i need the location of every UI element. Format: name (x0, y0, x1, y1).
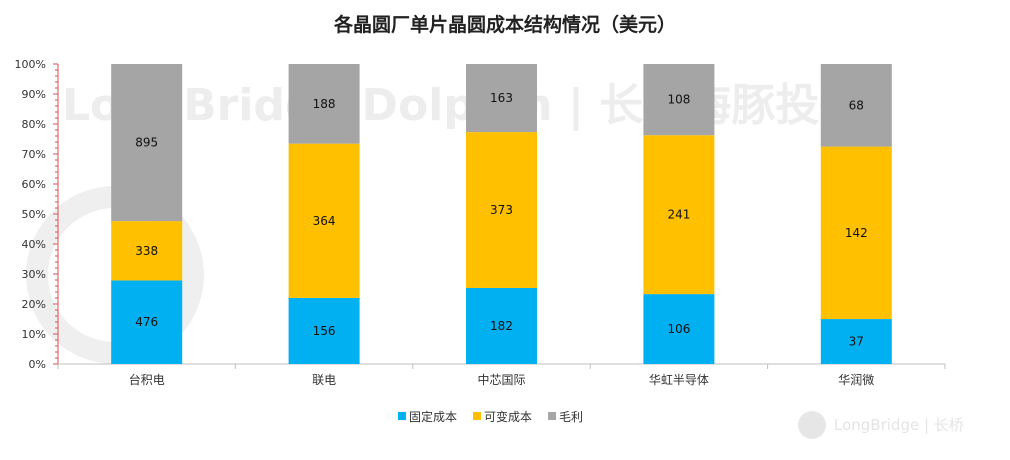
y-tick-label: 80% (22, 118, 46, 131)
legend: 固定成本 可变成本 毛利 (398, 409, 583, 424)
y-tick-label: 30% (22, 268, 46, 281)
bar-segment (111, 221, 183, 281)
x-tick-label: 华虹半导体 (649, 373, 709, 387)
data-label: 106 (667, 322, 690, 336)
data-label: 142 (845, 226, 868, 240)
data-label: 188 (313, 97, 336, 111)
data-label: 37 (849, 335, 864, 349)
data-label: 156 (313, 324, 336, 338)
legend-swatch (473, 412, 482, 420)
brand-logo-icon (798, 411, 826, 439)
legend-label: 固定成本 (409, 409, 457, 424)
bar-segment (288, 297, 360, 364)
legend-label: 毛利 (559, 410, 583, 424)
y-tick-label: 50% (22, 208, 46, 221)
y-tick-label: 90% (22, 88, 46, 101)
bar-segment (643, 135, 715, 295)
data-label: 338 (135, 244, 158, 258)
axes: 0% 10% 20% 30% 40% 50% 60% 70% 80% 90% 100% 台积电 联电 中芯… (15, 58, 946, 387)
data-label: 163 (490, 91, 513, 105)
data-label: 182 (490, 319, 513, 333)
bar-segment (820, 319, 892, 364)
brand-watermark-text: LongBridge | 长桥 (834, 416, 964, 434)
bar-segment (643, 294, 715, 364)
bar-segment (111, 64, 183, 222)
data-label: 241 (667, 208, 690, 222)
bar-segment (466, 287, 537, 364)
data-label: 108 (667, 93, 690, 107)
x-tick-label: 中芯国际 (477, 372, 525, 387)
bar-segment (466, 64, 537, 133)
y-tick-label: 20% (22, 298, 46, 311)
y-tick-label: 100% (15, 58, 46, 71)
y-tick-label: 70% (22, 148, 46, 161)
x-tick-label: 联电 (312, 373, 336, 387)
bar-segment (111, 280, 183, 364)
watermark-text: LongBridge Dolphin | 长桥海豚投研 (62, 80, 863, 131)
y-tick-label: 40% (22, 238, 46, 251)
y-tick-label: 0% (29, 358, 46, 371)
y-tick-label: 10% (22, 328, 46, 341)
data-label: 476 (135, 315, 158, 329)
bar-segment (820, 64, 892, 147)
bar-segment (288, 64, 360, 144)
data-label: 364 (313, 214, 336, 228)
bars: 476 338 895 156 364 188 182 373 163 106 241 108 37 14… (111, 64, 892, 364)
x-tick-label: 华润微 (838, 373, 874, 387)
y-tick-label: 60% (22, 178, 46, 191)
legend-label: 可变成本 (484, 409, 532, 424)
x-tick-label: 台积电 (129, 372, 165, 387)
bar-segment (466, 132, 537, 288)
chart-title: 各晶圆厂单片晶圆成本结构情况（美元） (333, 14, 676, 36)
bar-segment (643, 64, 715, 136)
legend-swatch (398, 412, 406, 420)
data-label: 895 (135, 136, 158, 150)
data-label: 373 (490, 203, 513, 217)
bar-segment (288, 143, 360, 298)
data-label: 68 (849, 98, 864, 112)
bar-segment (820, 146, 892, 320)
legend-swatch (548, 412, 557, 420)
